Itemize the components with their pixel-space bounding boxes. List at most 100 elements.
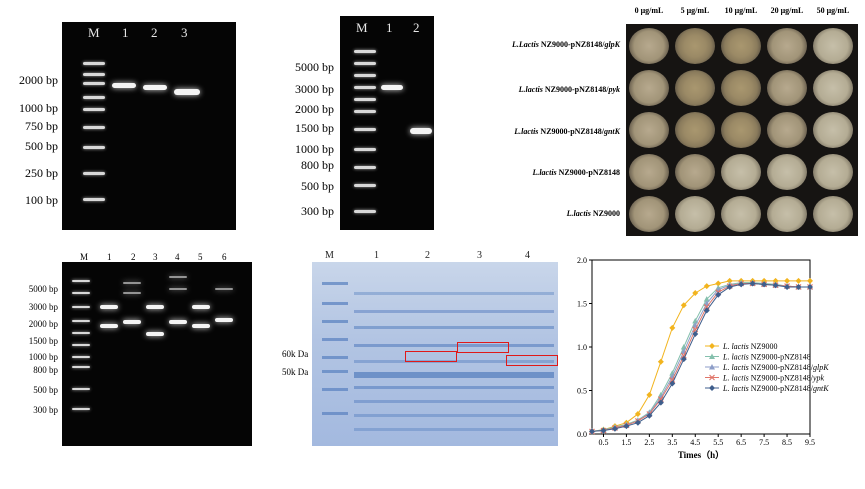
gel3-marker-800: 800 bp (33, 365, 58, 375)
gel2-lane-1: 1 (386, 20, 393, 35)
data-point-gntk (646, 412, 653, 419)
plate (721, 112, 761, 148)
sds-page-gel-image (312, 262, 558, 446)
gel1-marker-100: 100 bp (25, 193, 58, 207)
gel3-marker-2000: 2000 bp (28, 319, 58, 329)
plate (629, 154, 669, 190)
plate (675, 28, 715, 64)
x-tick-label: 3.5 (667, 438, 677, 447)
gel-image-2: M 1 2 (340, 16, 434, 230)
data-point-gntk (600, 427, 607, 434)
x-tick-label: 7.5 (759, 438, 769, 447)
sds-lane-4: 4 (525, 250, 530, 261)
gel3-lane-3: 3 (153, 252, 158, 262)
data-point-gntk (692, 330, 699, 337)
data-point-nz9000 (657, 358, 664, 365)
gel2-lane-2: 2 (413, 20, 420, 35)
data-point-nz9000 (795, 277, 802, 284)
conc-0: 0 μg/mL (634, 6, 664, 15)
data-point-nz9000 (680, 302, 687, 309)
strain-label-pnz8148: L.lactis NZ9000-pNZ8148 (532, 168, 620, 177)
sds-lane-3: 3 (477, 250, 482, 261)
gel1-marker-250: 250 bp (25, 166, 58, 180)
plate (767, 70, 807, 106)
data-point-gntk (589, 428, 595, 435)
gel3-marker-1500: 1500 bp (28, 336, 58, 346)
gel2-marker-2000: 2000 bp (295, 102, 334, 116)
highlight-box-lane-3 (457, 342, 509, 353)
plate (675, 112, 715, 148)
gel-image-1: M 1 2 3 (62, 22, 236, 230)
conc-10: 10 μg/mL (724, 6, 758, 15)
data-point-nz9000 (646, 391, 653, 398)
legend-label-glpk: L. lactis NZ9000-pNZ8148/glpK (722, 363, 829, 372)
data-point-gntk (680, 356, 687, 363)
data-point-nz9000 (703, 283, 710, 290)
x-tick-label: 9.5 (805, 438, 815, 447)
gel3-marker-3000: 3000 bp (28, 302, 58, 312)
data-point-gntk (611, 425, 618, 432)
plate (813, 154, 853, 190)
data-point-pyk (669, 377, 676, 383)
gel2-marker-300: 300 bp (301, 204, 334, 218)
gel1-lane-m: M (88, 25, 100, 40)
strain-label-glpk: L.Lactis NZ9000-pNZ8148/glpK (511, 40, 620, 49)
gel3-marker-500: 500 bp (33, 385, 58, 395)
gel3-lane-5: 5 (198, 252, 203, 262)
data-point-nz9000 (715, 280, 722, 287)
gel1-lane-3: 3 (181, 25, 188, 40)
gel1-marker-1000: 1000 bp (19, 101, 58, 115)
y-tick-label: 2.0 (577, 256, 587, 265)
plate (813, 196, 853, 232)
strain-label-nz9000: L.lactis NZ9000 (566, 209, 620, 218)
x-tick-label: 5.5 (713, 438, 723, 447)
data-point-nz9000 (784, 277, 791, 284)
data-point-gntk (715, 291, 722, 298)
plate (675, 196, 715, 232)
highlight-box-lane-4 (506, 355, 558, 366)
gel1-marker-500: 500 bp (25, 139, 58, 153)
gel-image-3: M 1 2 3 4 5 6 (62, 252, 252, 446)
growth-curve-chart: 0.0 0.5 1.0 1.5 2.0 0.5 1.5 2.5 3.5 4.5 5.5 6.5 7.5 8… (577, 256, 829, 460)
gel3-marker-1000: 1000 bp (28, 352, 58, 362)
plate (767, 112, 807, 148)
x-axis-label: Times（h） (678, 450, 724, 460)
x-tick-label: 1.5 (621, 438, 631, 447)
plate (767, 196, 807, 232)
gel1-marker-750: 750 bp (25, 119, 58, 133)
conc-50: 50 μg/mL (816, 6, 850, 15)
gel2-marker-800: 800 bp (301, 158, 334, 172)
data-point-gntk (623, 423, 630, 430)
plate (813, 112, 853, 148)
legend-marker-gntk (709, 385, 715, 391)
y-tick-label: 1.0 (577, 343, 587, 352)
gel3-lane-2: 2 (131, 252, 136, 262)
plate (813, 70, 853, 106)
gel2-marker-3000: 3000 bp (295, 82, 334, 96)
data-point-pyk (680, 352, 687, 359)
data-point-gntk (795, 283, 802, 290)
data-point-pnz8148 (703, 296, 710, 302)
sds-lane-1: 1 (374, 250, 379, 261)
data-point-gntk (634, 419, 641, 426)
plate (721, 70, 761, 106)
gel3-lane-m: M (80, 252, 89, 262)
sds-lane-m: M (325, 250, 334, 261)
data-point-nz9000 (634, 410, 641, 417)
data-point-nz9000 (669, 324, 676, 331)
plate (721, 28, 761, 64)
plate (629, 70, 669, 106)
legend-label-pyk: L. lactis NZ9000-pNZ8148/ypk (722, 374, 825, 383)
plate (813, 28, 853, 64)
legend-marker-pyk (709, 374, 715, 381)
data-point-gntk (761, 281, 768, 288)
gel3-lane-4: 4 (175, 252, 180, 262)
plate (675, 70, 715, 106)
plate (675, 154, 715, 190)
plate (721, 154, 761, 190)
sds-lane-2: 2 (425, 250, 430, 261)
gel3-lane-1: 1 (107, 252, 112, 262)
gel3-marker-300: 300 bp (33, 405, 58, 415)
gel2-lane-m: M (356, 20, 368, 35)
sds-marker-50k: 50k Da (282, 367, 309, 377)
